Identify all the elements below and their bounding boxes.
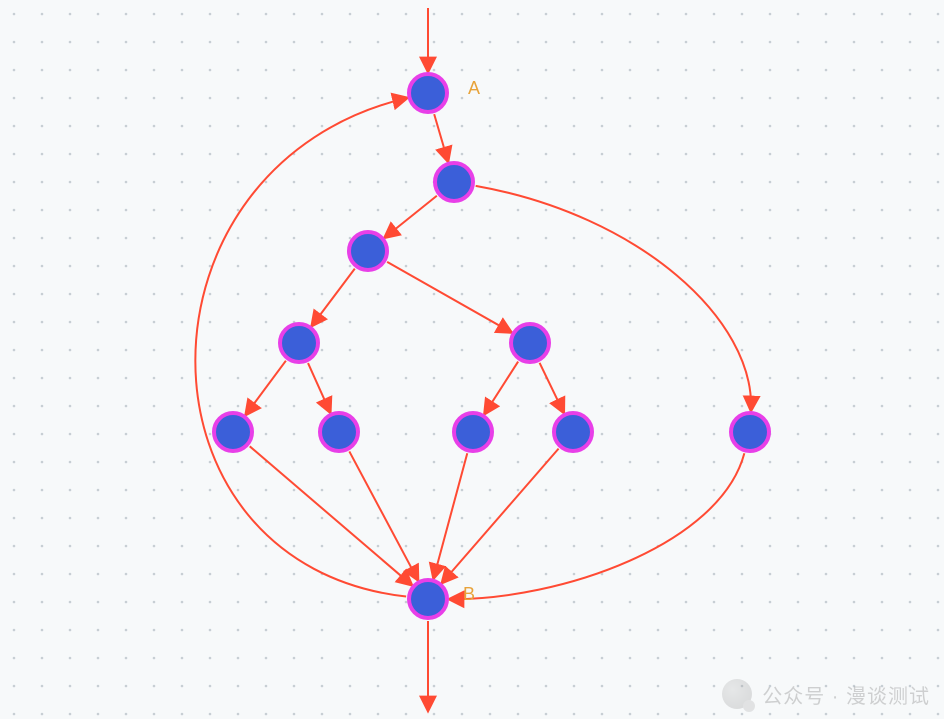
node-layer — [0, 0, 944, 719]
graph-node — [409, 580, 447, 618]
graph-node — [280, 324, 318, 362]
graph-node — [435, 163, 473, 201]
diagram-canvas: AB 公众号 · 漫谈测试 — [0, 0, 944, 719]
graph-node — [409, 74, 447, 112]
graph-node — [320, 413, 358, 451]
graph-node — [349, 232, 387, 270]
graph-node — [731, 413, 769, 451]
graph-node — [454, 413, 492, 451]
graph-node — [554, 413, 592, 451]
graph-node — [511, 324, 549, 362]
graph-node — [214, 413, 252, 451]
